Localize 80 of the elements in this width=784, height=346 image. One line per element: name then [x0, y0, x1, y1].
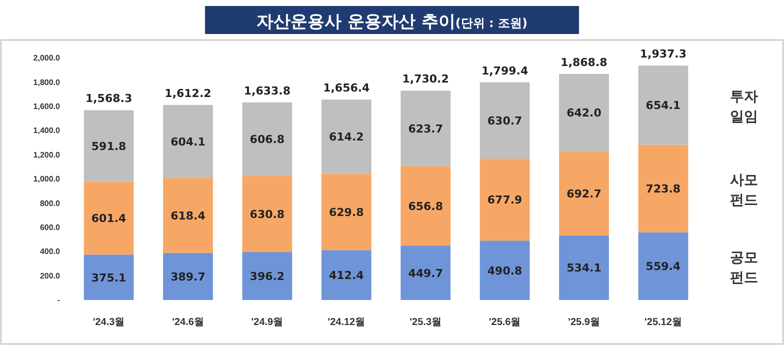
data-label: 642.0 [566, 106, 602, 120]
total-label: 1,730.2 [402, 72, 449, 86]
data-label: 375.1 [91, 271, 126, 284]
bar [480, 240, 530, 300]
chart-subtitle: (단위 : 조원) [455, 16, 528, 30]
x-tick-label: '25.6월 [488, 317, 521, 328]
total-label: 1,633.8 [244, 84, 291, 98]
y-tick-label: 600.0 [40, 222, 61, 232]
bar [242, 176, 292, 252]
y-tick-label: 1,000.0 [33, 174, 61, 184]
x-tick-label: '24.12월 [328, 317, 366, 328]
total-label: 1,868.8 [560, 56, 608, 69]
data-label: 614.2 [329, 130, 364, 144]
bar [400, 90, 451, 166]
bar [321, 100, 372, 174]
bar [559, 152, 609, 236]
bar [321, 250, 372, 300]
x-tick-label: '24.9월 [251, 317, 284, 328]
data-label: 606.8 [250, 133, 285, 146]
y-tick-label: 2,000.0 [33, 54, 61, 63]
bar [480, 82, 530, 159]
data-label: 618.4 [170, 209, 206, 222]
data-label: 723.8 [646, 182, 681, 196]
data-label: 630.8 [250, 208, 285, 221]
bar [400, 166, 451, 246]
y-tick-label: 1,600.0 [33, 102, 61, 111]
bar [638, 66, 688, 145]
text: 사모펀드 [730, 172, 758, 209]
bar [559, 74, 609, 152]
text: 투자일임 [730, 89, 758, 126]
y-tick-label: - [57, 296, 60, 305]
data-label: 677.9 [487, 194, 522, 207]
bar [84, 110, 134, 182]
data-label: 559.4 [646, 260, 681, 274]
y-tick-label: 1,200.0 [33, 150, 61, 160]
data-label: 396.2 [250, 270, 285, 284]
data-label: 591.8 [91, 140, 126, 154]
bar [84, 182, 134, 255]
data-label: 654.1 [646, 99, 681, 112]
bar [242, 252, 292, 300]
data-label: 692.7 [566, 187, 602, 200]
data-label: 389.7 [170, 270, 206, 284]
y-tick-label: 200.0 [40, 271, 61, 280]
total-label: 1,799.4 [481, 64, 528, 78]
bar [163, 252, 213, 300]
y-tick-label: 1,400.0 [33, 126, 61, 136]
chart-title: 자산운용사 운용자산 추이 [256, 12, 456, 32]
y-tick-label: 1,800.0 [33, 78, 61, 87]
total-label: 1,612.2 [164, 86, 212, 100]
bar [638, 144, 688, 232]
x-tick-label: '25.3월 [410, 317, 442, 328]
data-label: 630.7 [487, 114, 522, 128]
bar [84, 254, 134, 300]
data-label: 604.1 [170, 135, 206, 148]
data-label: 490.8 [487, 264, 522, 278]
bar [638, 232, 688, 300]
bar [163, 104, 213, 178]
bar [163, 178, 213, 253]
data-label: 623.7 [408, 122, 443, 136]
bar [400, 246, 451, 300]
total-label: 1,656.4 [323, 82, 370, 95]
data-label: 412.4 [329, 269, 364, 282]
bar [480, 158, 530, 241]
total-label: 1,937.3 [640, 48, 687, 61]
y-tick-label: 400.0 [40, 247, 61, 256]
x-tick-label: '25.12월 [644, 317, 682, 328]
bar [321, 174, 372, 250]
data-label: 449.7 [408, 266, 443, 280]
bar [559, 235, 609, 300]
data-label: 656.8 [408, 200, 443, 213]
x-tick-label: '24.3월 [92, 317, 125, 328]
total-label: 1,568.3 [85, 92, 132, 106]
x-tick-label: '24.6월 [172, 317, 204, 328]
data-label: 534.1 [566, 262, 602, 275]
data-label: 601.4 [91, 212, 127, 226]
text: 공모펀드 [730, 250, 758, 286]
bar [242, 102, 292, 176]
data-label: 629.8 [329, 206, 364, 219]
y-tick-label: 800.0 [40, 198, 61, 208]
x-tick-label: '25.9월 [568, 317, 600, 328]
